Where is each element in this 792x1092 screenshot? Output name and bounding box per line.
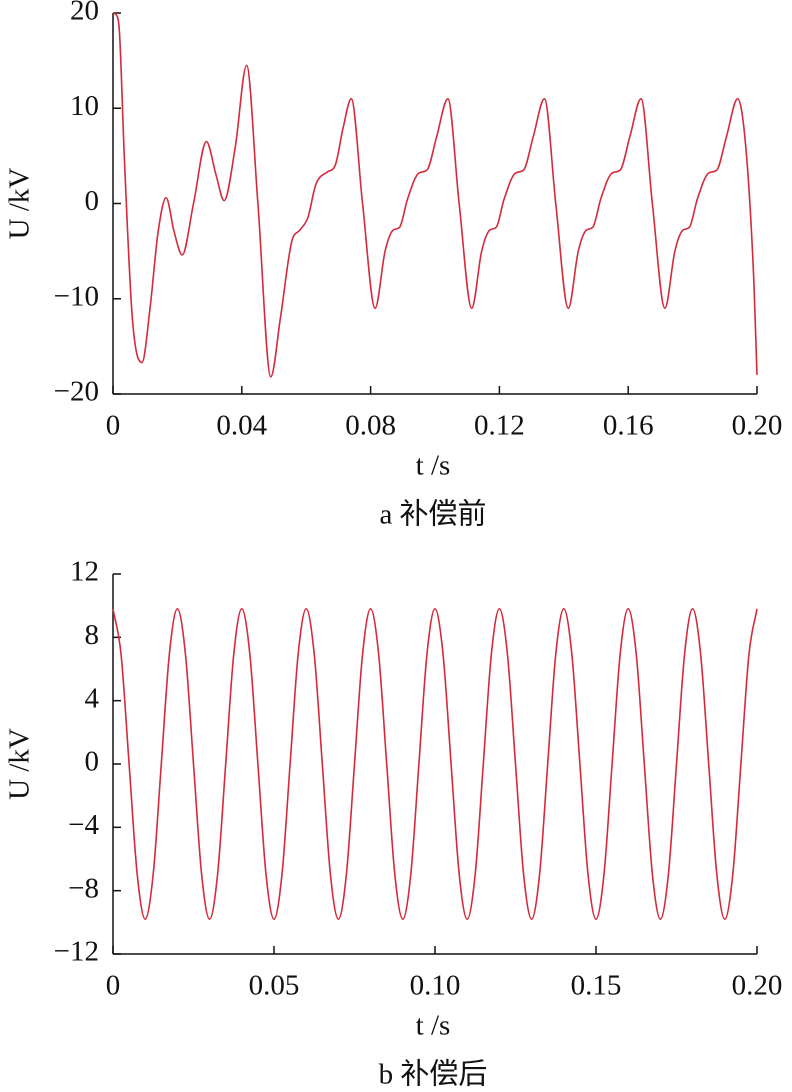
x-tick-label: 0.15 — [571, 970, 622, 1002]
x-axis-label: t /s — [416, 1010, 451, 1042]
y-axis-label: U /kV — [4, 728, 36, 800]
y-tick-label: −8 — [68, 872, 99, 904]
y-tick-label: 4 — [85, 682, 100, 714]
data-line — [112, 12, 758, 378]
y-tick-label: 20 — [70, 0, 99, 27]
data-line — [112, 608, 758, 920]
y-tick-label: −10 — [54, 280, 99, 312]
x-tick-label: 0.05 — [249, 970, 300, 1002]
caption: a 补偿前 — [379, 498, 486, 531]
x-axis-label: t /s — [416, 450, 451, 482]
x-tick-label: 0 — [106, 970, 121, 1002]
y-tick-label: −12 — [54, 936, 99, 968]
y-tick-label: 10 — [70, 90, 99, 122]
x-tick-label: 0.20 — [732, 970, 783, 1002]
x-tick-label: 0 — [106, 410, 121, 442]
x-tick-label: 0.08 — [345, 410, 396, 442]
y-tick-label: 12 — [70, 556, 99, 588]
caption: b 补偿后 — [379, 1058, 488, 1091]
y-axis-label: U /kV — [4, 168, 36, 240]
x-tick-label: 0.16 — [603, 410, 654, 442]
x-tick-label: 0.12 — [474, 410, 525, 442]
x-tick-label: 0.10 — [410, 970, 461, 1002]
y-tick-label: 0 — [85, 185, 100, 217]
x-tick-label: 0.04 — [216, 410, 267, 442]
y-tick-label: −4 — [68, 809, 99, 841]
y-tick-label: 8 — [85, 619, 100, 651]
x-tick-label: 0.20 — [732, 410, 783, 442]
y-tick-label: 0 — [85, 746, 100, 778]
y-tick-label: −20 — [54, 376, 99, 408]
